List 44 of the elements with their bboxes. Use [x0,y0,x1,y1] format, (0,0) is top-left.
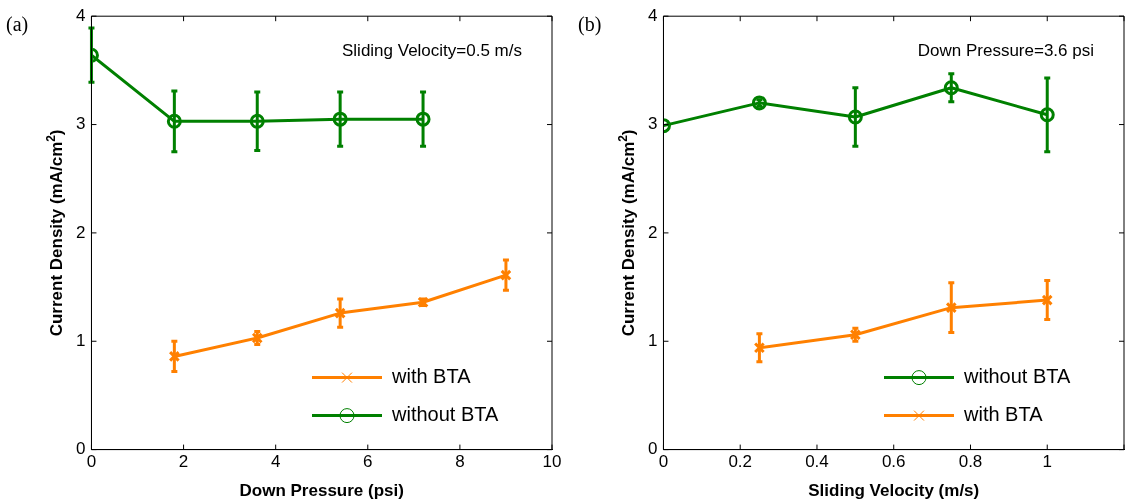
point [166,113,182,129]
x-axis-title: Sliding Velocity (m/s) [808,481,980,500]
y-tick-label: 4 [75,5,86,25]
x-tick-label: 0.4 [805,452,829,472]
legend-label: without BTA [391,403,499,426]
annotation: Sliding Velocity=0.5 m/s [341,40,522,60]
y-tick-label: 2 [75,222,86,242]
x-axis-title: Down Pressure (psi) [239,481,404,500]
y-tick-label: 3 [75,114,86,134]
point [847,109,863,125]
x-tick-label: 4 [270,452,281,472]
chart-title: (b) [578,13,602,37]
point [249,113,265,129]
x-tick-label: 8 [455,452,465,472]
point [332,111,348,127]
point [251,332,263,344]
x-tick-label: 1 [1042,452,1052,472]
y-tick-label: 3 [647,114,658,134]
legend-label: without BTA [963,365,1071,388]
x-tick-label: 0.6 [881,452,906,472]
point [945,301,958,314]
y-tick-label: 0 [647,439,658,459]
y-tick-label: 2 [647,222,658,242]
point [500,269,512,281]
legend-label: with BTA [963,403,1044,426]
point [168,350,181,363]
x-tick-label: 6 [363,452,373,472]
x-tick-label: 2 [178,452,189,472]
y-tick-label: 4 [647,5,658,25]
legend-label: with BTA [391,365,472,388]
point [334,307,346,319]
point [415,111,431,127]
point [1039,107,1055,123]
x-tick-label: 0.8 [958,452,983,472]
point [943,80,959,96]
annotation: Down Pressure=3.6 psi [917,40,1094,60]
y-tick-label: 0 [75,439,86,459]
y-tick-label: 1 [75,330,86,350]
y-tick-label: 1 [647,330,658,350]
x-tick-label: 0.2 [728,452,753,472]
chart-title: (a) [6,13,29,37]
point [1041,294,1053,306]
x-tick-label: 10 [542,452,562,472]
point [753,342,766,354]
